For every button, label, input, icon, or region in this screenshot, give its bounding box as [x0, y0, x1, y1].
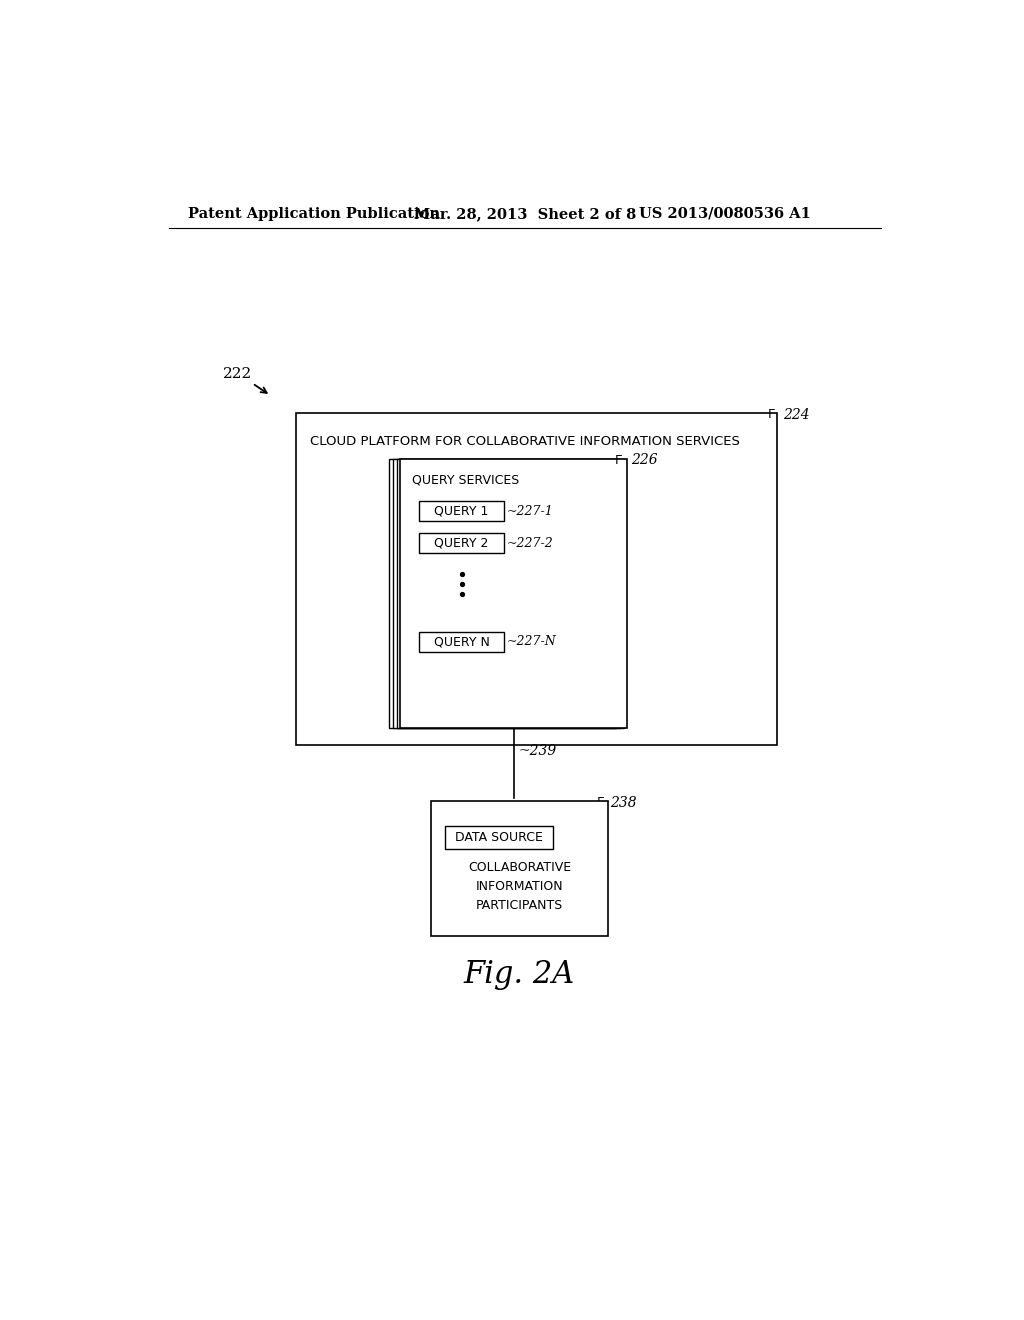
Bar — [400, 459, 628, 729]
Text: ~227-1: ~227-1 — [506, 504, 553, 517]
Text: QUERY SERVICES: QUERY SERVICES — [412, 474, 519, 487]
Text: 222: 222 — [223, 367, 252, 381]
Bar — [296, 413, 777, 744]
Text: 238: 238 — [610, 796, 637, 810]
Text: US 2013/0080536 A1: US 2013/0080536 A1 — [639, 207, 811, 220]
Text: $\Gamma$: $\Gamma$ — [614, 454, 624, 467]
Text: 240: 240 — [527, 812, 554, 825]
Bar — [431, 801, 608, 936]
Text: 226: 226 — [631, 453, 657, 467]
Text: Fig. 2A: Fig. 2A — [464, 960, 575, 990]
Text: QUERY 2: QUERY 2 — [434, 537, 488, 550]
Text: ~227-N: ~227-N — [506, 635, 556, 648]
Bar — [389, 459, 616, 729]
Text: QUERY N: QUERY N — [434, 635, 489, 648]
Text: $\Gamma$: $\Gamma$ — [767, 408, 776, 421]
Bar — [444, 826, 553, 849]
Bar — [419, 632, 504, 652]
Bar — [419, 502, 504, 521]
Text: ~227-2: ~227-2 — [506, 537, 553, 550]
Text: DATA SOURCE: DATA SOURCE — [455, 832, 543, 843]
Bar — [419, 533, 504, 553]
Text: Patent Application Publication: Patent Application Publication — [188, 207, 440, 220]
Text: 224: 224 — [783, 408, 810, 422]
Text: ~239: ~239 — [518, 744, 556, 758]
Text: Mar. 28, 2013  Sheet 2 of 8: Mar. 28, 2013 Sheet 2 of 8 — [414, 207, 636, 220]
Text: $\Gamma$: $\Gamma$ — [511, 812, 519, 825]
Text: QUERY 1: QUERY 1 — [434, 504, 488, 517]
Text: CLOUD PLATFORM FOR COLLABORATIVE INFORMATION SERVICES: CLOUD PLATFORM FOR COLLABORATIVE INFORMA… — [310, 436, 740, 449]
Bar — [393, 459, 621, 729]
Text: $\Gamma$: $\Gamma$ — [596, 796, 605, 809]
Text: COLLABORATIVE
INFORMATION
PARTICIPANTS: COLLABORATIVE INFORMATION PARTICIPANTS — [468, 861, 571, 912]
Bar — [397, 459, 625, 729]
